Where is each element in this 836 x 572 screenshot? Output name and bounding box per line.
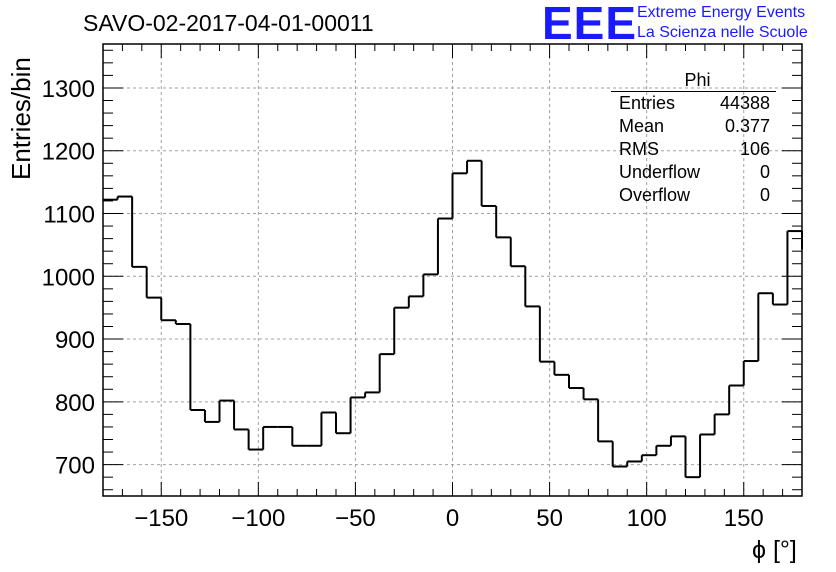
y-tick-label: 800 — [55, 390, 95, 417]
stats-label: Mean — [619, 116, 665, 136]
axis-ticks — [102, 44, 803, 496]
stats-value: 106 — [739, 139, 770, 159]
stats-row-overflow: Overflow 0 — [611, 184, 776, 207]
stats-divider — [611, 91, 776, 92]
histogram-bars — [103, 159, 803, 479]
logo-line-1: Extreme Energy Events — [637, 4, 806, 21]
stats-value: 0.377 — [724, 116, 770, 136]
x-tick-label: 50 — [536, 505, 563, 532]
x-axis-label: ϕ [°] — [752, 536, 797, 564]
stats-value: 0 — [759, 162, 770, 182]
y-tick-label: 1200 — [42, 139, 95, 166]
stats-row-rms: RMS 106 — [611, 138, 776, 161]
y-axis-label: Entries/bin — [6, 57, 36, 180]
y-tick-label: 1100 — [43, 202, 95, 229]
x-tick-label: −50 — [335, 505, 376, 532]
tick-labels: −150 −100 −50 0 50 100 150 700 800 900 1000 1100 120… — [42, 76, 764, 532]
stats-row-underflow: Underflow 0 — [611, 161, 776, 184]
logo-line-2: La Scienza nelle Scuole — [637, 24, 808, 41]
x-tick-label: 150 — [724, 505, 764, 532]
stats-label: RMS — [619, 139, 659, 159]
chart-title: SAVO-02-2017-04-01-00011 — [83, 10, 374, 36]
x-tick-label: −100 — [231, 505, 285, 532]
stats-label: Entries — [619, 93, 676, 113]
y-tick-label: 900 — [55, 327, 95, 354]
x-tick-label: 100 — [627, 505, 667, 532]
y-tick-label: 1300 — [42, 76, 95, 103]
stats-label: Underflow — [619, 162, 701, 182]
x-tick-label: 0 — [446, 505, 459, 532]
y-tick-label: 1000 — [42, 264, 95, 291]
stats-value: 0 — [759, 185, 770, 205]
stats-box: Phi Entries 44388 Mean 0.377 RMS 106 Und… — [611, 70, 776, 207]
eee-logo: EEE — [542, 0, 638, 49]
y-tick-label: 700 — [55, 453, 95, 480]
stats-title: Phi — [684, 70, 711, 90]
stats-value: 44388 — [719, 93, 770, 113]
stats-row-entries: Entries 44388 — [611, 92, 776, 115]
x-tick-label: −150 — [134, 505, 188, 532]
stats-row-mean: Mean 0.377 — [611, 115, 776, 138]
stats-label: Overflow — [619, 185, 691, 205]
